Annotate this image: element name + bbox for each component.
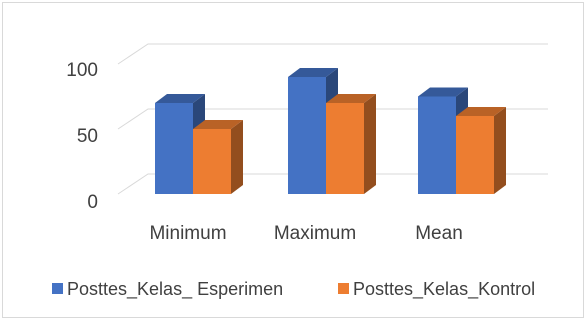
bar-side	[364, 94, 376, 194]
bar-front	[288, 77, 326, 194]
bar-front	[155, 103, 193, 194]
y-tick-label: 50	[77, 126, 98, 147]
bar-top	[155, 94, 205, 103]
bar	[193, 120, 243, 194]
category-label: Maximum	[274, 223, 356, 244]
bar-side	[231, 120, 243, 194]
gridline	[117, 43, 548, 65]
legend-swatch-esperimen	[52, 283, 63, 294]
bar-side	[494, 107, 506, 194]
y-axis-ticks: 0 50 100	[66, 60, 98, 213]
bar-top	[326, 94, 376, 103]
bar-top	[288, 68, 338, 77]
bar-top	[193, 120, 243, 129]
bar-top	[418, 87, 468, 97]
bars	[155, 68, 506, 194]
bar-front	[326, 103, 364, 194]
bar-front	[418, 96, 456, 194]
bar-front	[456, 116, 494, 194]
x-axis-categories: Minimum Maximum Mean	[149, 223, 462, 244]
category-label: Minimum	[149, 223, 226, 244]
bar	[326, 94, 376, 194]
bar	[456, 107, 506, 194]
bar-front	[193, 129, 231, 194]
legend-swatch-kontrol	[338, 283, 349, 294]
gridline	[117, 108, 548, 130]
y-tick-label: 100	[66, 60, 98, 81]
bar-top	[456, 107, 506, 116]
chart-frame	[2, 2, 584, 318]
legend-label-esperimen: Posttes_Kelas_ Esperimen	[67, 279, 283, 300]
legend-label-kontrol: Posttes_Kelas_Kontrol	[353, 279, 535, 300]
category-label: Mean	[415, 223, 463, 244]
gridline	[117, 173, 548, 195]
y-tick-label: 0	[87, 192, 98, 213]
gridlines	[117, 43, 548, 195]
legend: Posttes_Kelas_ Esperimen Posttes_Kelas_K…	[52, 279, 535, 300]
